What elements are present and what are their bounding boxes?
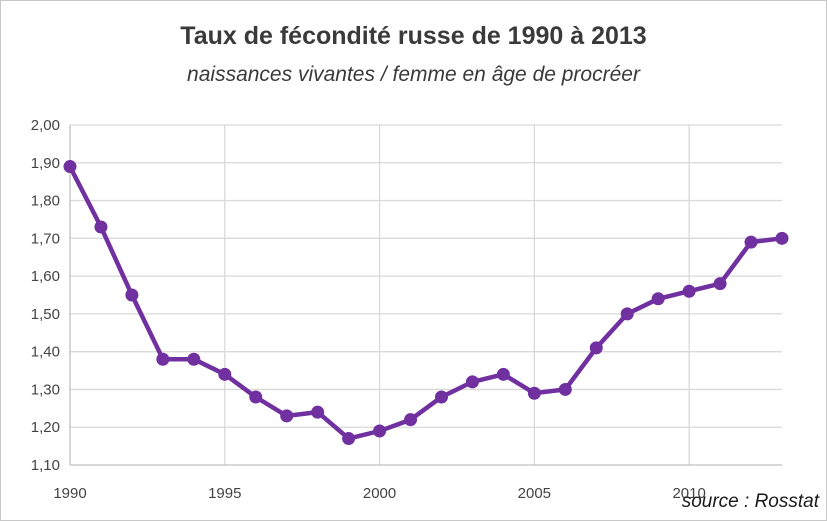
data-point	[156, 352, 170, 366]
y-tick-label: 1,90	[31, 155, 60, 172]
data-point	[434, 390, 448, 404]
data-point	[620, 307, 634, 321]
data-point	[187, 352, 201, 366]
source-note: source : Rosstat	[681, 491, 819, 512]
chart-subtitle: naissances vivantes / femme en âge de pr…	[187, 63, 640, 86]
axes	[69, 125, 782, 466]
tick-labels: 1,10 1,20 1,30 1,40 1,50 1,60 1,70 1,80 1,90 2,00…	[31, 117, 706, 502]
data-point	[496, 367, 510, 381]
data-point	[249, 390, 263, 404]
x-tick-label: 1990	[53, 485, 86, 502]
data-point	[465, 375, 479, 389]
grid	[70, 124, 782, 465]
series-line	[67, 164, 785, 441]
y-tick-label: 1,70	[31, 230, 60, 247]
data-point	[373, 424, 387, 438]
x-tick-label: 2000	[363, 485, 396, 502]
y-tick-label: 1,10	[31, 457, 60, 474]
data-point	[682, 284, 696, 298]
data-point	[651, 292, 665, 306]
data-point	[280, 409, 294, 423]
y-tick-label: 1,40	[31, 344, 60, 361]
data-point	[94, 220, 108, 234]
y-tick-label: 1,30	[31, 381, 60, 398]
chart-title: Taux de fécondité russe de 1990 à 2013	[180, 22, 647, 50]
data-point	[125, 288, 139, 302]
y-tick-label: 1,60	[31, 268, 60, 285]
y-tick-label: 1,80	[31, 193, 60, 210]
x-tick-label: 2005	[518, 485, 551, 502]
data-point	[527, 386, 541, 400]
data-point	[63, 160, 77, 174]
y-tick-label: 1,20	[31, 419, 60, 436]
data-point	[342, 432, 356, 446]
data-point	[713, 277, 727, 291]
data-series	[63, 160, 789, 446]
data-point	[744, 235, 758, 249]
data-point	[558, 382, 572, 396]
data-point	[589, 341, 603, 355]
data-point	[775, 231, 789, 245]
y-tick-label: 1,50	[31, 306, 60, 323]
data-point	[218, 367, 232, 381]
x-tick-label: 2010	[672, 485, 705, 502]
data-point	[404, 413, 418, 427]
y-tick-label: 2,00	[31, 117, 60, 134]
data-point	[311, 405, 325, 419]
x-tick-label: 1995	[208, 485, 241, 502]
